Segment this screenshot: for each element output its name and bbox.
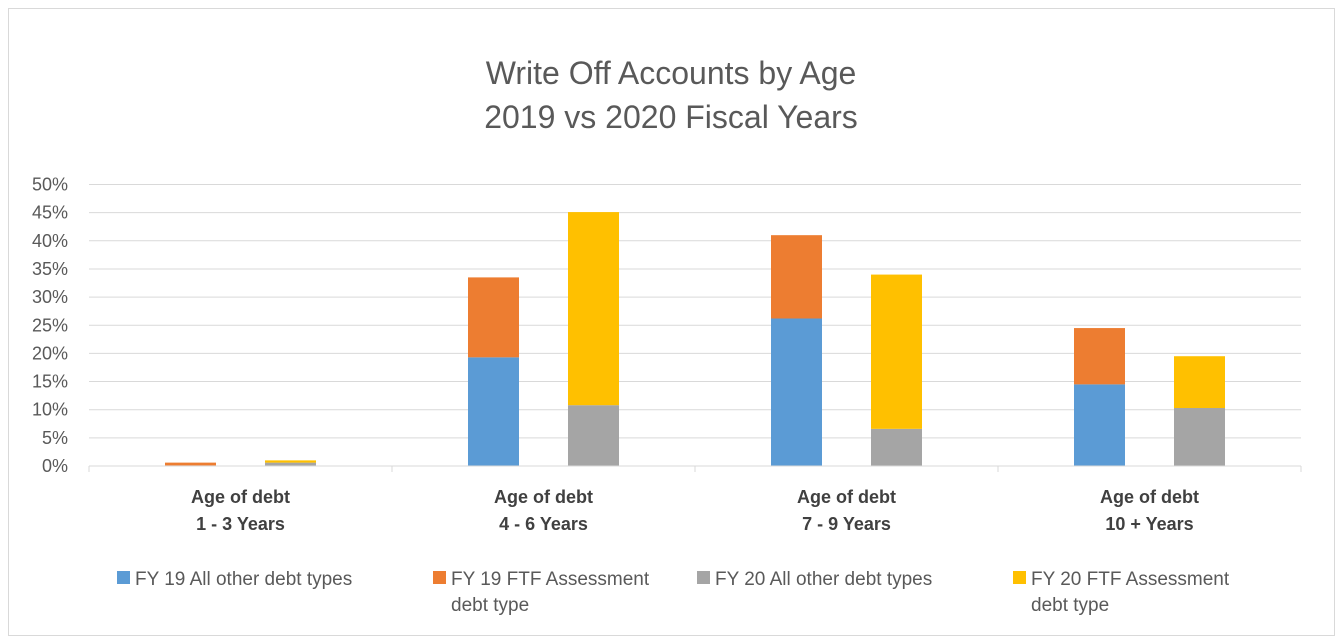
y-tick-label: 5%: [42, 428, 68, 448]
y-tick-label: 25%: [32, 315, 68, 335]
legend-swatch: [117, 571, 130, 584]
bar-segment: [1074, 384, 1125, 466]
bar-segment: [165, 462, 216, 466]
legend-swatch: [1013, 571, 1026, 584]
x-category-label: 10 + Years: [1105, 514, 1193, 534]
bar-segment: [468, 357, 519, 466]
legend: FY 19 All other debt types FY 19 FTF Asse…: [117, 569, 1230, 616]
y-axis-ticks: 0% 5% 10% 15% 20% 25% 30% 35% 40% 45% 50%: [32, 175, 68, 477]
x-category-label: Age of debt: [191, 487, 290, 507]
x-category-label: Age of debt: [494, 487, 593, 507]
legend-label: FY 19 All other debt types: [135, 569, 352, 590]
y-tick-label: 30%: [32, 287, 68, 307]
legend-swatch: [433, 571, 446, 584]
y-tick-label: 35%: [32, 259, 68, 279]
bars: [165, 212, 1225, 466]
chart-title: Write Off Accounts by Age 2019 vs 2020 Fi…: [484, 55, 858, 135]
chart-title-line-1: Write Off Accounts by Age: [486, 55, 857, 91]
bar-segment: [871, 428, 922, 466]
legend-label: FY 20 All other debt types: [715, 569, 932, 590]
chart-title-line-2: 2019 vs 2020 Fiscal Years: [484, 99, 858, 135]
y-tick-label: 20%: [32, 343, 68, 363]
y-tick-label: 50%: [32, 175, 68, 195]
x-category-label: 7 - 9 Years: [802, 514, 891, 534]
bar-segment: [1074, 328, 1125, 385]
x-category-label: Age of debt: [1100, 487, 1199, 507]
legend-label: debt type: [1031, 595, 1109, 616]
y-tick-label: 10%: [32, 400, 68, 420]
bar-segment: [871, 274, 922, 429]
bar-segment: [568, 212, 619, 406]
legend-swatch: [697, 571, 710, 584]
bar-segment: [771, 318, 822, 466]
bar-segment: [265, 460, 316, 463]
y-tick-label: 0%: [42, 456, 68, 476]
x-category-label: 4 - 6 Years: [499, 514, 588, 534]
y-tick-label: 15%: [32, 372, 68, 392]
legend-label: FY 20 FTF Assessment: [1031, 569, 1230, 590]
chart-frame: [8, 8, 1335, 636]
bar-segment: [468, 277, 519, 358]
bar-segment: [265, 462, 316, 466]
bar-segment: [1174, 356, 1225, 409]
x-axis: [88, 465, 1302, 472]
bar-segment: [771, 235, 822, 319]
x-axis-categories: Age of debt 1 - 3 Years Age of debt 4 - 6 Y…: [191, 487, 1199, 534]
legend-label: FY 19 FTF Assessment: [451, 569, 650, 590]
bar-segment: [568, 405, 619, 466]
x-category-label: Age of debt: [797, 487, 896, 507]
bar-segment: [1174, 408, 1225, 466]
y-tick-label: 45%: [32, 203, 68, 223]
legend-label: debt type: [451, 595, 529, 616]
y-tick-label: 40%: [32, 231, 68, 251]
x-category-label: 1 - 3 Years: [196, 514, 285, 534]
